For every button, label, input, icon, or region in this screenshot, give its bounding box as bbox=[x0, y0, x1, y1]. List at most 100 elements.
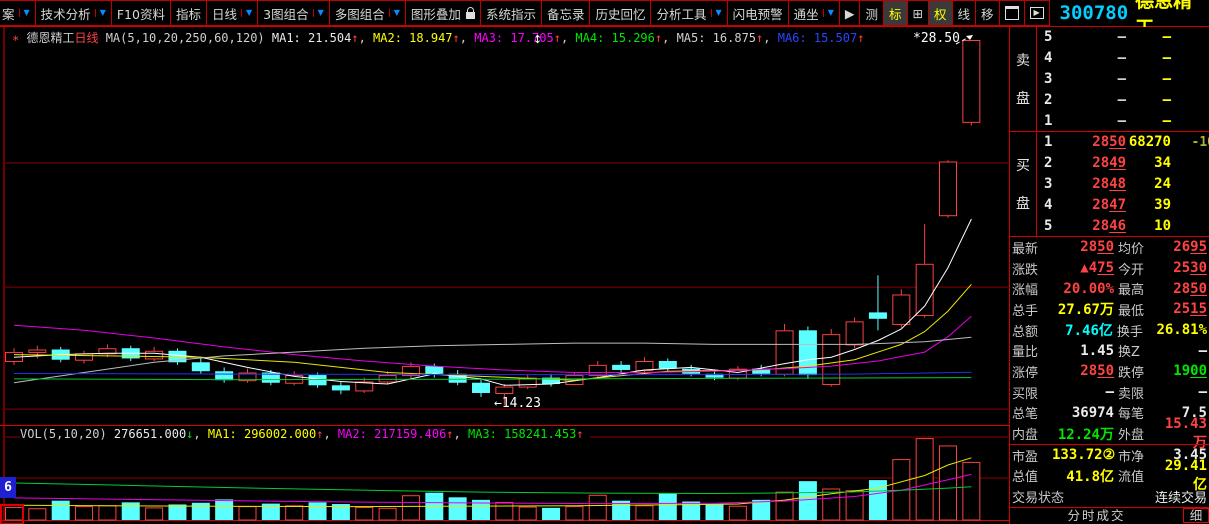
high-price-label: *28.50 bbox=[913, 31, 960, 46]
header-segment: ↑ bbox=[576, 427, 584, 441]
queue-volume: — bbox=[1162, 29, 1171, 46]
scroll-marker-icon: ↕ bbox=[533, 33, 543, 46]
sell-row-4[interactable]: 4 — — bbox=[1037, 48, 1209, 69]
sell-row-5[interactable]: 5 — — bbox=[1037, 27, 1209, 48]
stat-value: 26.81% bbox=[1156, 322, 1208, 339]
sell-row-3[interactable]: 3 — — bbox=[1037, 69, 1209, 90]
queue-price[interactable]: 2850 bbox=[1092, 134, 1126, 151]
queue-volume: 10 bbox=[1154, 217, 1171, 234]
menu-item-tech-analysis[interactable]: 技术分析 ▼ bbox=[34, 0, 112, 26]
stat-value: 7.46亿 bbox=[1065, 323, 1113, 340]
queue-price[interactable]: — bbox=[1117, 50, 1126, 67]
sell-row-2[interactable]: 2 — — bbox=[1037, 89, 1209, 110]
menu-item-label: 通坐 bbox=[793, 6, 819, 22]
menu-item-next-window[interactable]: ▶ bbox=[1023, 0, 1050, 26]
volume-indicator-header: VOL(5,10,20) 276651.000↓, MA1: 296002.00… bbox=[20, 427, 590, 441]
menu-item-layout-multi[interactable]: 多图组合 ▼ bbox=[328, 0, 406, 26]
queue-level: 1 bbox=[1044, 112, 1053, 129]
menu-item-label: 图形叠加 bbox=[410, 6, 461, 22]
menu-item-label: 移 bbox=[981, 6, 994, 22]
queue-level: 5 bbox=[1044, 217, 1053, 234]
header-segment: ↑ bbox=[316, 427, 324, 441]
buy-row-3[interactable]: 3 2848 24 bbox=[1037, 174, 1209, 195]
stat-value: 20.00% bbox=[1063, 280, 1114, 297]
stat-label: 涨停 bbox=[1012, 365, 1039, 381]
stat-label: 涨跌 bbox=[1012, 262, 1039, 278]
stock-title: 300780 德恩精工 bbox=[1050, 0, 1209, 39]
corner-box bbox=[0, 504, 24, 524]
menu-item-label: ⊞ bbox=[912, 5, 923, 21]
menu-item-label: 历史回忆 bbox=[595, 6, 646, 22]
header-segment: , bbox=[358, 31, 374, 45]
chevron-down-icon[interactable]: ▼ bbox=[312, 9, 324, 17]
buy-row-2[interactable]: 2 2849 34 bbox=[1037, 153, 1209, 174]
stat-value: 29.41亿 bbox=[1164, 457, 1207, 493]
menu-item-label: 备忘录 bbox=[546, 6, 585, 22]
header-segment: 276651.000 bbox=[113, 427, 187, 441]
menu-item-mark[interactable]: 标 bbox=[882, 0, 908, 26]
stat-value: — bbox=[1198, 384, 1207, 401]
queue-price[interactable]: — bbox=[1117, 70, 1126, 87]
chevron-down-icon[interactable]: ▼ bbox=[240, 9, 252, 17]
tab-tick-trades[interactable]: 分时成交 bbox=[1067, 507, 1126, 523]
stat-label: 涨幅 bbox=[1012, 283, 1039, 299]
menu-item-label: 系统指示 bbox=[485, 6, 536, 22]
panel-footer: 分时成交 细 bbox=[1010, 506, 1209, 523]
header-segment: , bbox=[662, 31, 677, 45]
queue-side-char: 买 bbox=[1016, 158, 1030, 175]
queue-price[interactable]: 2847 bbox=[1092, 196, 1126, 213]
header-segment: MA(5,10,20,250,60,120) bbox=[98, 31, 272, 45]
queue-price[interactable]: 2848 bbox=[1092, 175, 1126, 192]
stat-row: 总手 27.67万 最低 2515 bbox=[1010, 299, 1209, 320]
stat-value: — bbox=[1105, 384, 1114, 401]
menu-item-layout-3chart[interactable]: 3图组合 ▼ bbox=[257, 0, 330, 26]
header-segment: VOL(5,10,20) bbox=[20, 427, 114, 441]
buy-queue-label: 买盘 bbox=[1010, 132, 1037, 236]
menu-item-label: F10资料 bbox=[116, 6, 165, 22]
stat-value: 133.72② bbox=[1052, 447, 1116, 464]
header-segment: , bbox=[763, 31, 778, 45]
chevron-down-icon[interactable]: ▼ bbox=[18, 9, 30, 17]
queue-price[interactable]: — bbox=[1117, 91, 1126, 108]
stat-value: 2515 bbox=[1173, 301, 1207, 318]
menu-item-label: 日线 bbox=[211, 6, 237, 22]
chevron-down-icon[interactable]: ▼ bbox=[388, 9, 400, 17]
buy-row-4[interactable]: 4 2847 39 bbox=[1037, 194, 1209, 215]
queue-price[interactable]: — bbox=[1117, 112, 1126, 129]
stat-value: 41.8亿 bbox=[1066, 468, 1114, 485]
stat-value: 12.24万 bbox=[1057, 426, 1114, 443]
stat-label: 总笔 bbox=[1012, 407, 1039, 423]
menu-item-label: 线 bbox=[957, 6, 971, 22]
queue-side-char: 盘 bbox=[1016, 90, 1030, 107]
chevron-down-icon[interactable]: ▼ bbox=[710, 9, 722, 17]
queue-price[interactable]: 2846 bbox=[1092, 217, 1126, 234]
chevron-down-icon[interactable]: ▼ bbox=[94, 9, 106, 17]
menu-item-overlay[interactable]: 图形叠加 bbox=[404, 0, 481, 26]
queue-price[interactable]: — bbox=[1117, 29, 1126, 46]
header-segment: , bbox=[193, 427, 208, 441]
chart-canvas[interactable] bbox=[0, 0, 1009, 524]
stat-label: 总额 bbox=[1012, 324, 1039, 340]
queue-level: 4 bbox=[1044, 196, 1053, 213]
queue-price[interactable]: 2849 bbox=[1092, 155, 1126, 172]
buy-row-5[interactable]: 5 2846 10 bbox=[1037, 215, 1209, 236]
stat-value: 1.45 bbox=[1080, 342, 1114, 359]
stat-label: 最新 bbox=[1012, 241, 1039, 257]
stat-value: 2695 bbox=[1173, 239, 1207, 256]
queue-level: 3 bbox=[1044, 70, 1053, 87]
header-segment: ↑ bbox=[654, 31, 663, 45]
menu-item-label: 指标 bbox=[175, 6, 201, 22]
menu-item-label: 测 bbox=[865, 6, 878, 22]
detail-button[interactable]: 细 bbox=[1183, 507, 1209, 523]
header-segment: ∗ bbox=[12, 31, 27, 45]
chevron-down-icon[interactable]: ▼ bbox=[822, 9, 834, 17]
menu-item-rights[interactable]: 权 bbox=[927, 0, 953, 26]
stat-value: 2850 bbox=[1173, 280, 1207, 297]
sell-row-1[interactable]: 1 — — bbox=[1037, 110, 1209, 131]
queue-volume: — bbox=[1162, 91, 1171, 108]
stock-code: 300780 bbox=[1059, 2, 1129, 24]
queue-level: 2 bbox=[1044, 155, 1053, 172]
menu-item-label: 技术分析 bbox=[40, 6, 91, 22]
